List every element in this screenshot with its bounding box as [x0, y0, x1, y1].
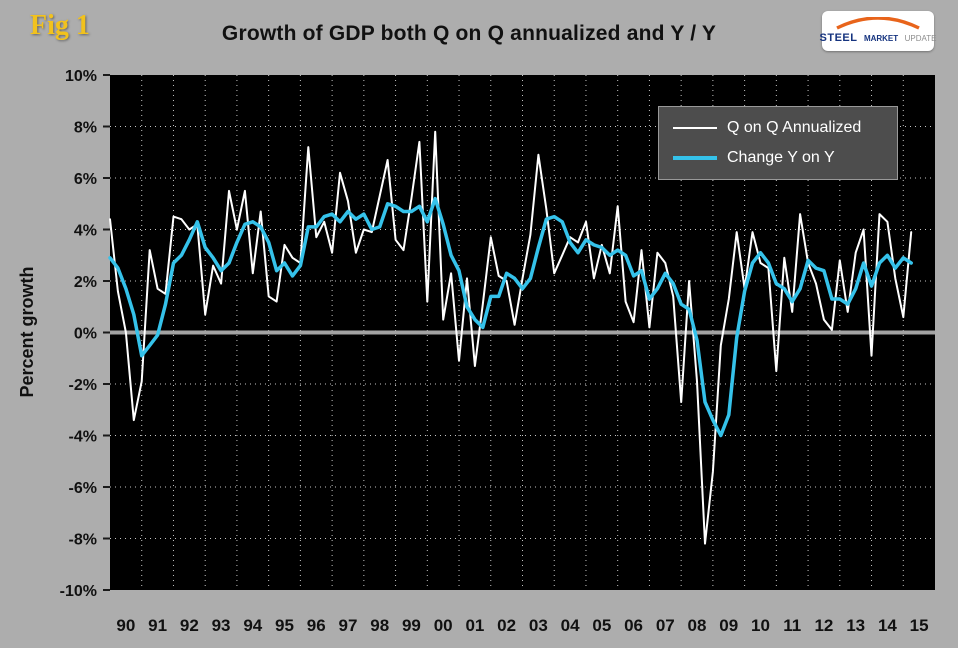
y-tick-label: -4% — [69, 429, 97, 446]
x-tick-label: 15 — [910, 616, 929, 635]
y-tick-label: -8% — [69, 532, 97, 549]
logo-word-market: MARKET — [863, 34, 899, 43]
y-tick-label: -6% — [69, 480, 97, 497]
x-tick-label: 09 — [719, 616, 738, 635]
x-tick-label: 03 — [529, 616, 548, 635]
x-tick-label: 12 — [814, 616, 833, 635]
y-tick-label: 4% — [74, 223, 97, 240]
x-tick-label: 97 — [339, 616, 358, 635]
x-tick-label: 01 — [465, 616, 484, 635]
x-tick-label: 05 — [592, 616, 611, 635]
x-tick-label: 00 — [434, 616, 453, 635]
x-tick-label: 91 — [148, 616, 167, 635]
steel-market-update-logo: STEEL MARKET UPDATE — [820, 11, 937, 51]
x-tick-label: 06 — [624, 616, 643, 635]
legend-label: Change Y on Y — [727, 149, 835, 166]
y-tick-label: 0% — [74, 326, 97, 343]
figure-label: Fig 1 — [30, 10, 90, 41]
x-tick-label: 04 — [561, 616, 580, 635]
x-tick-label: 90 — [116, 616, 135, 635]
x-tick-label: 94 — [243, 616, 262, 635]
legend-line-sample-cyan — [673, 156, 717, 160]
legend-item-q-on-q: Q on Q Annualized — [673, 119, 883, 137]
x-tick-label: 92 — [180, 616, 199, 635]
legend-item-y-on-y: Change Y on Y — [673, 149, 883, 167]
x-tick-label: 93 — [212, 616, 231, 635]
x-tick-label: 95 — [275, 616, 294, 635]
x-tick-label: 07 — [656, 616, 675, 635]
y-tick-label: 6% — [74, 171, 97, 188]
y-tick-label: 8% — [74, 120, 97, 137]
logo-wordmark: STEEL MARKET UPDATE — [820, 29, 937, 45]
y-tick-label: -2% — [69, 377, 97, 394]
x-tick-label: 08 — [688, 616, 707, 635]
series-line-y-on-y — [108, 196, 913, 438]
legend-line-sample-white — [673, 127, 717, 129]
logo-word-steel: STEEL — [819, 32, 858, 44]
x-tick-label: 14 — [878, 616, 897, 635]
y-tick-label: 10% — [65, 68, 97, 85]
x-tick-label: 13 — [846, 616, 865, 635]
series-line-q-on-q — [109, 130, 913, 545]
logo-swoosh-icon — [836, 17, 920, 30]
x-tick-label: 96 — [307, 616, 326, 635]
legend-label: Q on Q Annualized — [727, 119, 862, 136]
y-tick-label: 2% — [74, 274, 97, 291]
x-tick-label: 02 — [497, 616, 516, 635]
bottom-border-strip — [0, 648, 958, 655]
logo-word-update: UPDATE — [904, 34, 937, 43]
x-tick-label: 10 — [751, 616, 770, 635]
chart-legend: Q on Q Annualized Change Y on Y — [658, 106, 898, 180]
chart-title: Growth of GDP both Q on Q annualized and… — [221, 22, 717, 45]
x-tick-label: 99 — [402, 616, 421, 635]
x-tick-label: 98 — [370, 616, 389, 635]
x-tick-label: 11 — [783, 616, 801, 635]
y-tick-label: -10% — [60, 583, 97, 600]
